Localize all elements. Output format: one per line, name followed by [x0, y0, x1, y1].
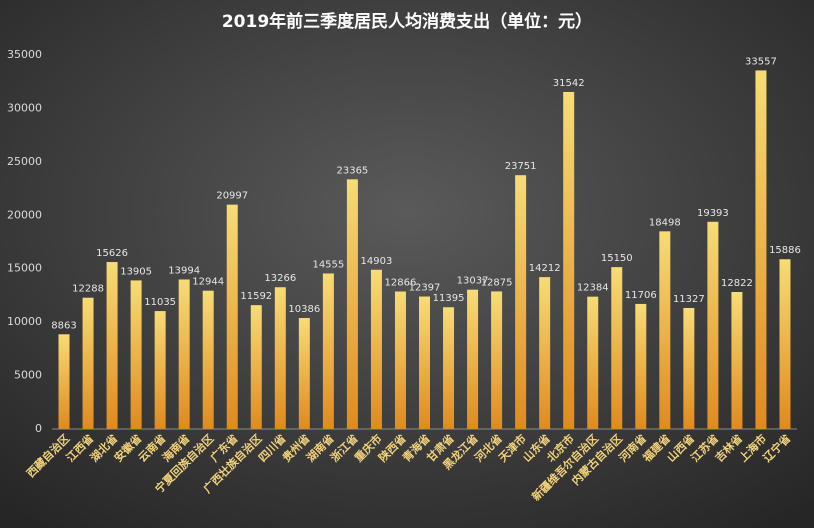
data-label: 14555 — [312, 259, 344, 270]
data-label: 15150 — [601, 253, 633, 264]
data-label: 12384 — [577, 283, 609, 294]
bar — [419, 296, 430, 429]
bar — [467, 289, 479, 429]
bar — [611, 267, 623, 429]
y-tick-label: 35000 — [7, 48, 42, 61]
data-label: 13266 — [264, 273, 296, 284]
bar — [130, 280, 142, 429]
bar — [106, 262, 118, 429]
chart-title: 2019年前三季度居民人均消费支出（单位：元） — [222, 11, 592, 32]
data-label: 23365 — [336, 165, 368, 176]
data-label: 13994 — [168, 265, 200, 276]
y-tick-label: 0 — [35, 422, 42, 435]
bar — [370, 269, 382, 429]
bar — [707, 221, 719, 429]
bar — [82, 297, 94, 429]
bar — [58, 334, 70, 429]
bar — [539, 277, 551, 429]
data-label: 8863 — [51, 320, 76, 331]
data-label: 15626 — [96, 248, 128, 259]
y-tick-label: 30000 — [7, 101, 42, 114]
bar — [515, 175, 527, 429]
data-label: 23751 — [505, 161, 537, 172]
data-label: 12866 — [385, 278, 417, 289]
data-label: 12288 — [72, 284, 104, 295]
bar — [346, 179, 358, 429]
data-label: 10386 — [288, 304, 320, 315]
bar — [394, 291, 406, 429]
bar — [154, 311, 166, 429]
data-label: 18498 — [649, 217, 681, 228]
bar — [250, 305, 262, 429]
data-label: 13905 — [120, 266, 152, 277]
data-label: 13037 — [457, 276, 489, 287]
y-tick-label: 15000 — [7, 262, 42, 275]
bar — [755, 70, 767, 429]
data-label: 11706 — [625, 290, 657, 301]
bar — [178, 279, 190, 429]
y-tick-label: 10000 — [7, 315, 42, 328]
y-tick-label: 5000 — [14, 369, 42, 382]
bar — [226, 204, 238, 429]
y-tick-label: 20000 — [7, 208, 42, 221]
data-label: 14212 — [529, 263, 561, 274]
data-label: 11327 — [673, 294, 705, 305]
bar — [635, 303, 647, 429]
data-label: 12875 — [481, 277, 513, 288]
y-tick-label: 25000 — [7, 155, 42, 168]
bar — [491, 291, 503, 429]
bar — [443, 307, 455, 429]
bar — [683, 307, 695, 429]
bar — [274, 287, 286, 429]
bar — [563, 91, 575, 429]
data-label: 14903 — [361, 256, 393, 267]
bar — [298, 318, 310, 429]
data-label: 11592 — [240, 291, 272, 302]
bar — [659, 231, 671, 429]
data-label: 12944 — [192, 277, 224, 288]
data-label: 33557 — [745, 56, 777, 67]
data-label: 31542 — [553, 78, 585, 89]
bar — [779, 259, 791, 429]
data-label: 20997 — [216, 191, 248, 202]
data-label: 11035 — [144, 297, 176, 308]
bar — [202, 290, 214, 429]
data-label: 12397 — [409, 283, 441, 294]
data-label: 12822 — [721, 278, 753, 289]
data-label: 15886 — [769, 245, 801, 256]
bar — [587, 296, 599, 429]
data-label: 11395 — [433, 293, 465, 304]
bar — [322, 273, 334, 429]
bar — [731, 291, 743, 429]
data-label: 19393 — [697, 208, 729, 219]
